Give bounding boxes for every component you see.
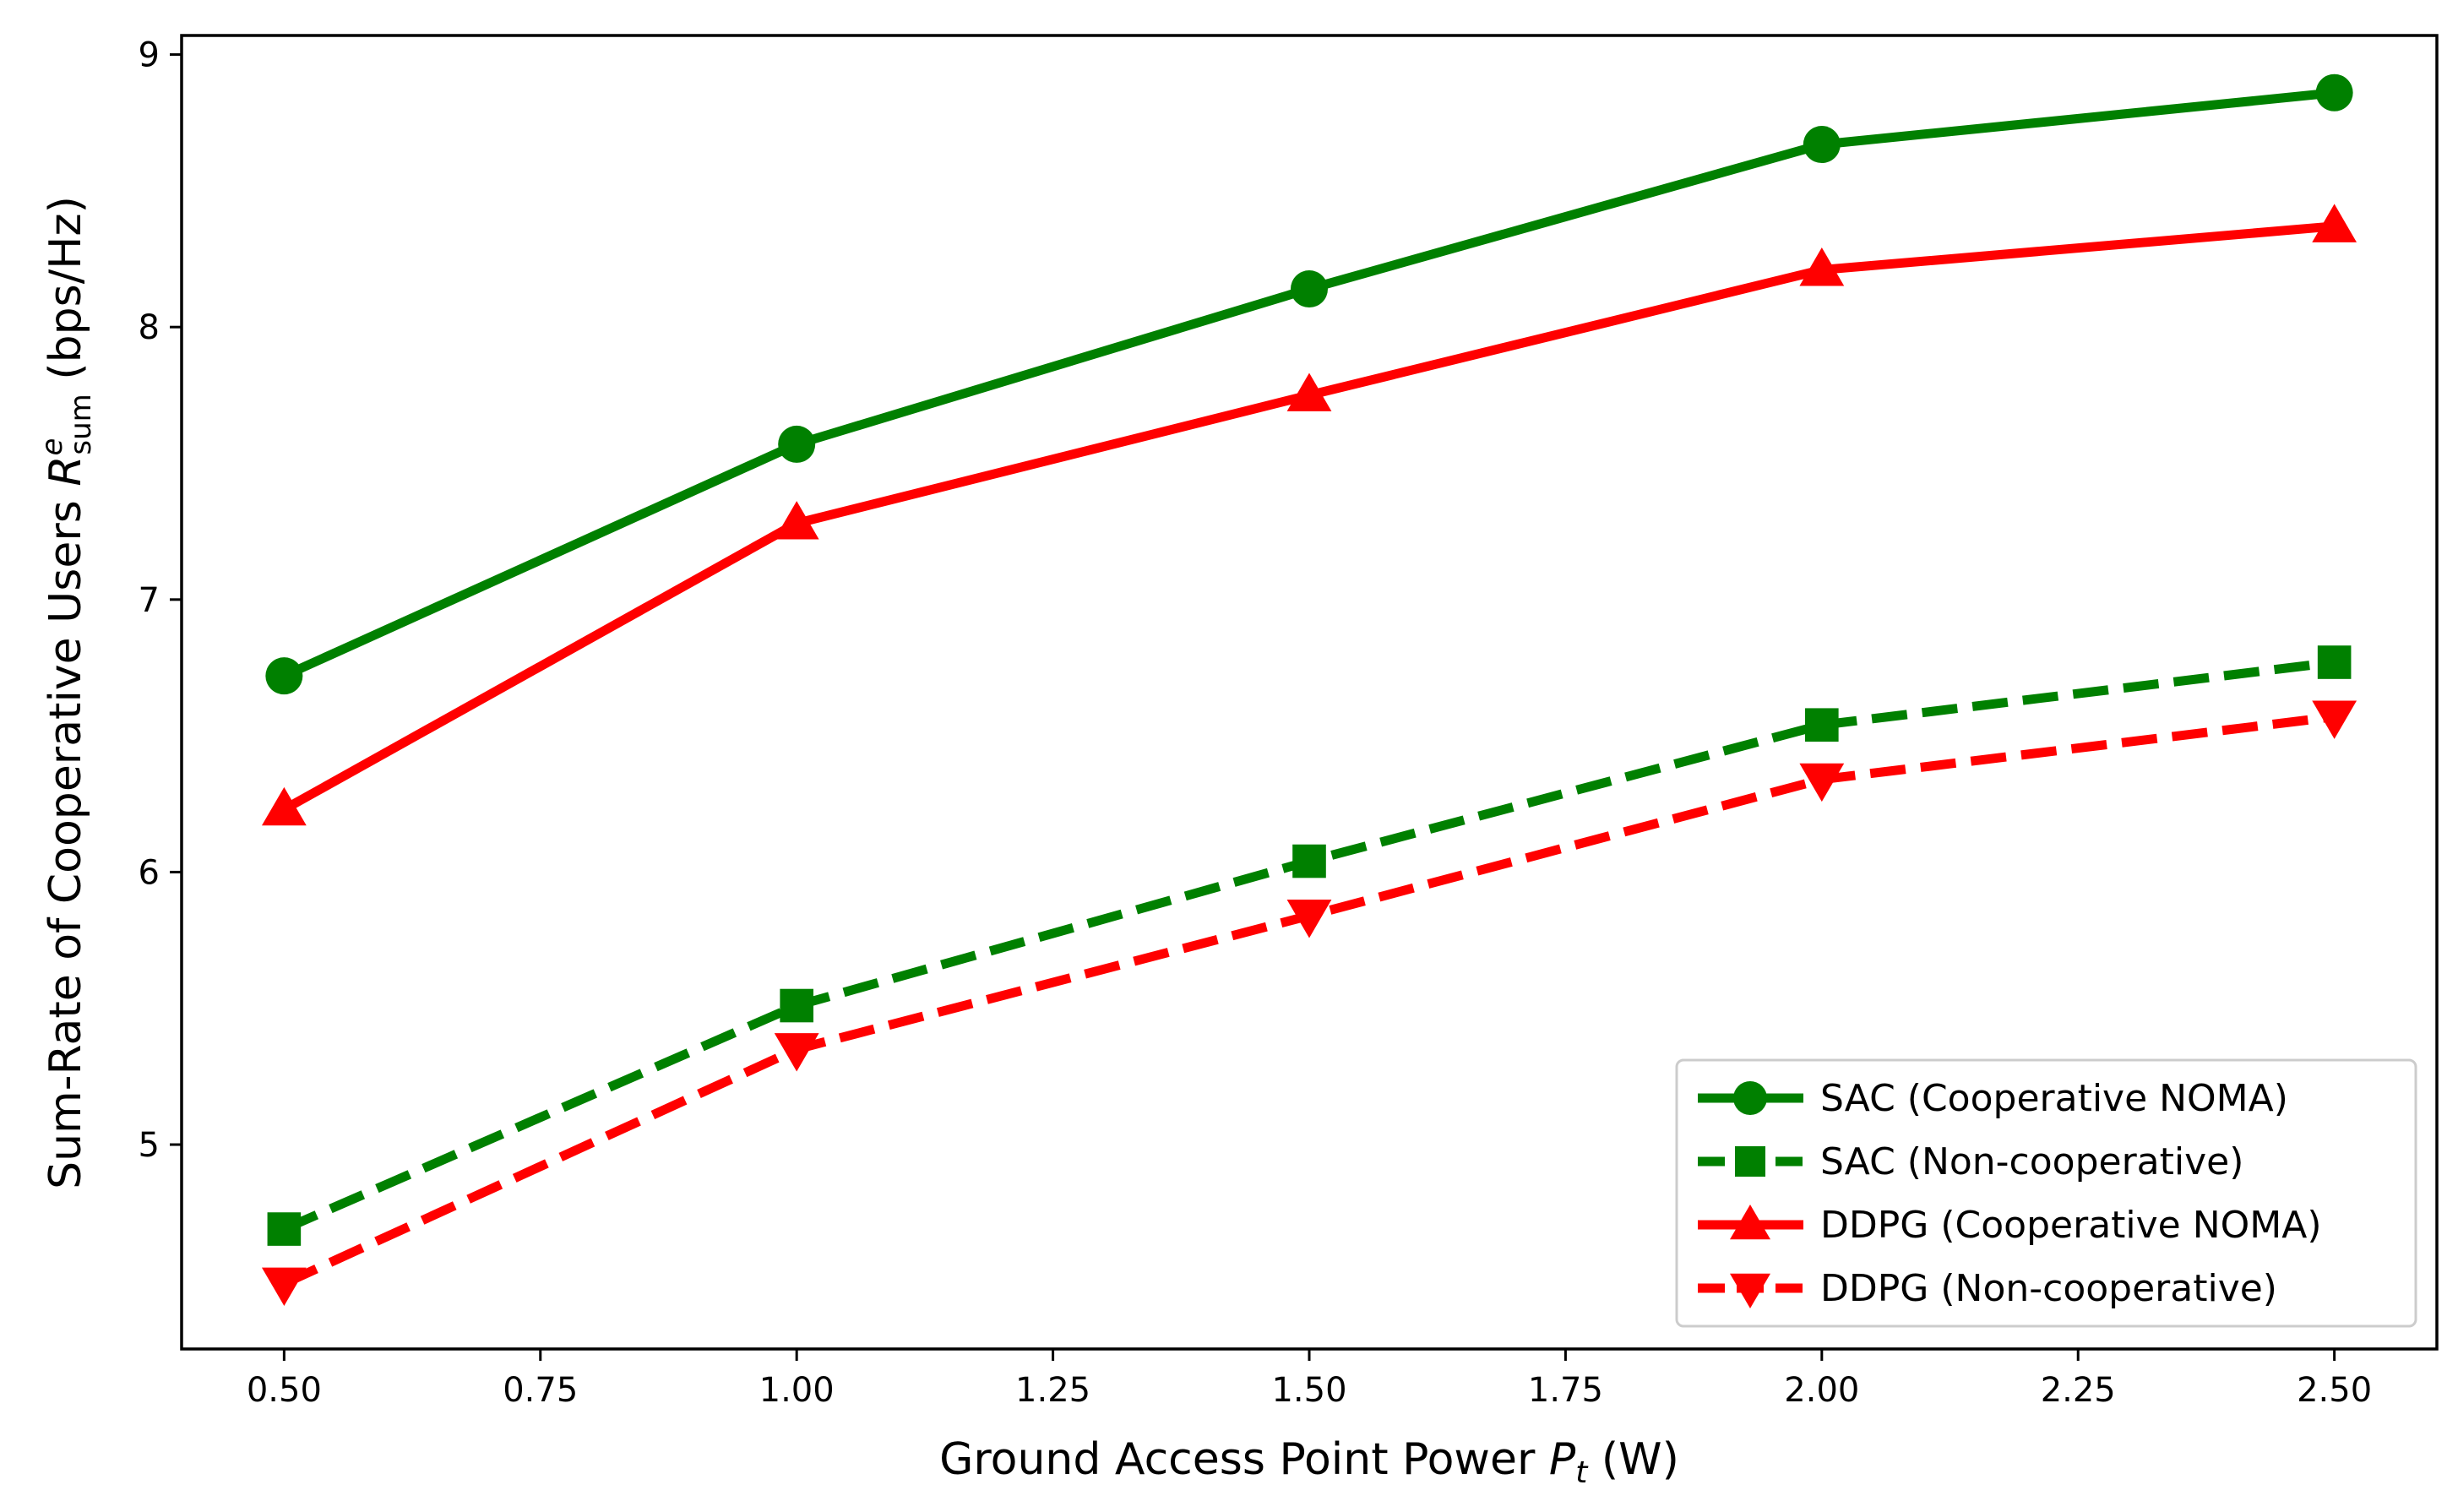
legend-item: DDPG (Non-cooperative) — [1698, 1267, 2277, 1310]
legend-label: DDPG (Non-cooperative) — [1820, 1267, 2277, 1310]
data-point — [778, 425, 816, 463]
series-sac-non-cooperative — [267, 645, 2352, 1246]
data-point — [1803, 126, 1841, 164]
y-tick-label: 7 — [139, 581, 160, 620]
y-tick-label: 5 — [139, 1126, 160, 1165]
data-point — [1799, 763, 1845, 802]
y-tick-label: 9 — [139, 36, 160, 75]
legend-box — [1675, 1058, 2417, 1328]
x-tick-label: 1.25 — [1015, 1371, 1090, 1410]
x-tick-label: 1.50 — [1271, 1371, 1346, 1410]
legend: SAC (Cooperative NOMA) SAC (Non-cooperati… — [1675, 1058, 2417, 1328]
x-tick-label: 1.00 — [759, 1371, 835, 1410]
legend-item: SAC (Non-cooperative) — [1698, 1140, 2243, 1183]
data-point — [265, 657, 303, 695]
y-axis-label: Sum-Rate of Cooperative Users Resum (bps… — [35, 196, 98, 1189]
data-point — [1799, 247, 1845, 286]
data-point — [261, 1267, 307, 1306]
x-tick-label: 2.00 — [1784, 1371, 1859, 1410]
legend-marker — [1730, 1273, 1770, 1308]
x-axis-label: Ground Access Point Power Pt (W) — [939, 1434, 1679, 1490]
data-point — [2317, 645, 2352, 679]
x-tick-label: 1.75 — [1528, 1371, 1603, 1410]
series-line — [281, 221, 2336, 814]
data-point — [1292, 844, 1326, 878]
data-point — [1291, 270, 1328, 308]
legend-marker — [1733, 1081, 1767, 1115]
legend-marker — [1730, 1205, 1770, 1240]
data-point — [780, 988, 813, 1023]
data-point — [261, 786, 307, 826]
series-sac-cooperative-noma — [265, 73, 2353, 695]
x-axis: 0.50 0.75 1.00 1.25 1.50 1.75 2.00 2.25 2.50 — [247, 1349, 2372, 1410]
data-point — [1286, 373, 1332, 411]
data-point — [774, 501, 819, 540]
data-point — [1286, 900, 1332, 938]
data-point — [2312, 204, 2357, 242]
x-tick-label: 0.75 — [503, 1371, 578, 1410]
legend-item: SAC (Cooperative NOMA) — [1698, 1077, 2288, 1120]
data-point — [1805, 708, 1839, 742]
series-ddpg-non-cooperative — [261, 700, 2357, 1306]
legend-label: SAC (Non-cooperative) — [1820, 1140, 2243, 1183]
x-tick-label: 2.25 — [2041, 1371, 2116, 1410]
plot-marks — [261, 73, 2357, 1306]
data-point — [267, 1212, 302, 1246]
legend-label: SAC (Cooperative NOMA) — [1820, 1077, 2288, 1120]
y-tick-label: 8 — [139, 308, 160, 347]
y-tick-label: 6 — [139, 853, 160, 892]
series-ddpg-cooperative-noma — [261, 204, 2357, 826]
data-point — [774, 1033, 819, 1072]
y-axis: 5 6 7 8 9 — [139, 36, 182, 1165]
legend-item: DDPG (Cooperative NOMA) — [1698, 1204, 2322, 1247]
legend-marker — [1735, 1146, 1765, 1177]
legend-label: DDPG (Cooperative NOMA) — [1820, 1204, 2322, 1247]
data-point — [2312, 700, 2357, 739]
x-tick-label: 0.50 — [247, 1371, 322, 1410]
data-point — [2315, 73, 2353, 111]
x-tick-label: 2.50 — [2297, 1371, 2372, 1410]
